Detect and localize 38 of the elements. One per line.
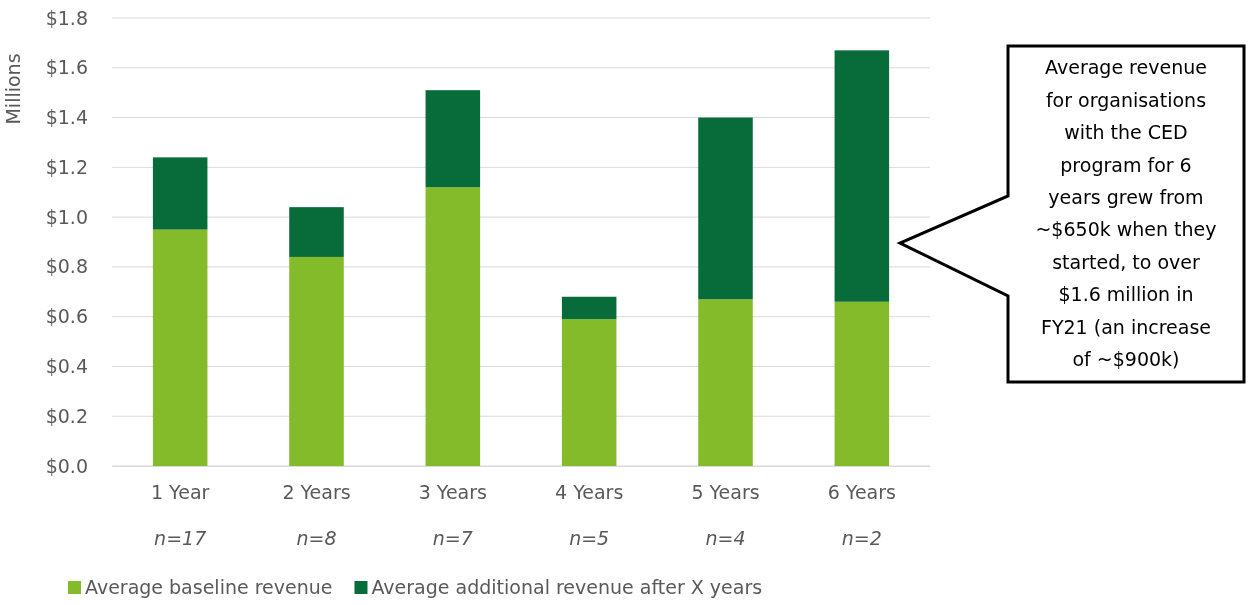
bar	[698, 117, 753, 300]
text: Average revenue for organisations with the CED program for 6 years grew from ~$650k when they started, to over $1.6 million in FY21 (an increase of ~$900k)	[1035, 56, 1217, 370]
text: n=7	[432, 527, 473, 549]
bar	[561, 296, 617, 320]
legend-label: Average additional revenue after X years	[371, 576, 763, 598]
bar	[698, 299, 753, 466]
bar	[834, 50, 890, 302]
x-tick-label: 2 Years	[282, 481, 351, 504]
text: n=2	[841, 527, 882, 549]
bar	[834, 301, 890, 466]
text: n=8	[296, 527, 337, 549]
bar	[425, 90, 481, 188]
y-tick-label: $0.8	[45, 255, 88, 278]
x-tick-label: 6 Years	[827, 481, 896, 504]
bar	[152, 229, 208, 466]
y-tick-label: $1.0	[45, 205, 88, 228]
legend-label: Average baseline revenue	[85, 576, 333, 598]
y-tick-label: $0.6	[45, 305, 88, 328]
text: n=5	[569, 527, 610, 549]
bar	[289, 207, 344, 257]
y-tick-label: $0.4	[45, 355, 88, 378]
x-tick-label: 3 Years	[418, 481, 487, 504]
x-tick-label: 1 Year	[150, 481, 210, 504]
x-tick-label: 5 Years	[691, 481, 760, 504]
y-tick-label: $0.2	[45, 404, 88, 427]
text: n=17	[154, 527, 207, 549]
y-tick-label: $1.8	[45, 6, 88, 29]
y-axis-title: Millions	[2, 53, 24, 125]
y-tick-label: $1.6	[45, 56, 88, 79]
text: n=4	[705, 527, 746, 549]
bar	[289, 256, 344, 466]
y-tick-label: $1.2	[45, 155, 88, 178]
bar	[561, 319, 617, 466]
bar	[152, 157, 208, 230]
y-tick-label: $1.4	[45, 106, 88, 129]
x-tick-label: 4 Years	[555, 481, 624, 504]
y-tick-label: $0.0	[45, 454, 88, 477]
bar	[425, 187, 481, 466]
